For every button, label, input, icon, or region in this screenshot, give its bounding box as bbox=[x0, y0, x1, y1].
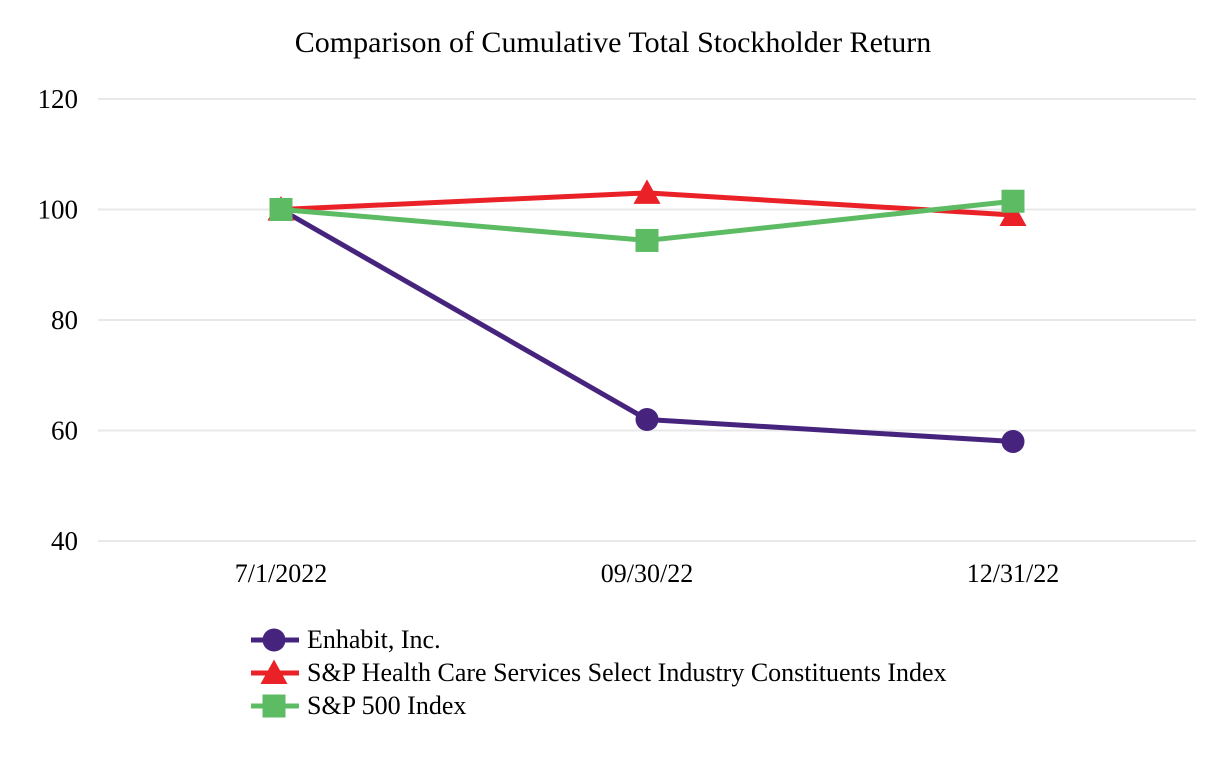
data-point-marker bbox=[999, 201, 1027, 227]
data-point-marker bbox=[269, 198, 293, 221]
data-point-marker bbox=[1001, 430, 1025, 454]
legend-item-enhabit: Enhabit, Inc. bbox=[250, 623, 947, 656]
series-square bbox=[269, 189, 1025, 252]
data-point-marker bbox=[1001, 189, 1025, 213]
data-point-marker bbox=[260, 659, 288, 684]
y-axis-tick-label: 60 bbox=[51, 416, 78, 446]
y-axis-tick-label: 80 bbox=[51, 305, 78, 335]
data-point-marker bbox=[635, 228, 659, 252]
circle-marker-icon bbox=[251, 628, 299, 651]
legend-item-sp500: S&P 500 Index bbox=[250, 689, 947, 722]
legend-item-sp-health-care: S&P Health Care Services Select Industry… bbox=[250, 656, 947, 689]
y-axis-tick-label: 100 bbox=[38, 195, 79, 225]
data-point-marker bbox=[635, 407, 659, 431]
legend-label-enhabit: Enhabit, Inc. bbox=[307, 624, 441, 654]
chart-title: Comparison of Cumulative Total Stockhold… bbox=[294, 26, 932, 59]
square-marker-icon bbox=[251, 694, 299, 717]
y-axis-tick-label: 40 bbox=[51, 526, 78, 556]
x-axis-tick-label: 7/1/2022 bbox=[235, 559, 327, 588]
data-point-marker bbox=[262, 628, 286, 651]
x-axis-tick-label: 12/31/22 bbox=[967, 559, 1059, 588]
x-axis-tick-label: 09/30/22 bbox=[601, 559, 693, 588]
legend-label-sp500: S&P 500 Index bbox=[307, 690, 467, 720]
legend: Enhabit, Inc. S&P Health Care Services S… bbox=[250, 623, 947, 722]
data-point-marker bbox=[633, 179, 661, 204]
data-point-marker bbox=[262, 694, 286, 717]
triangle-marker-icon bbox=[251, 659, 299, 684]
y-axis-tick-label: 120 bbox=[38, 84, 79, 114]
legend-label-sp-health-care: S&P Health Care Services Select Industry… bbox=[307, 657, 947, 687]
